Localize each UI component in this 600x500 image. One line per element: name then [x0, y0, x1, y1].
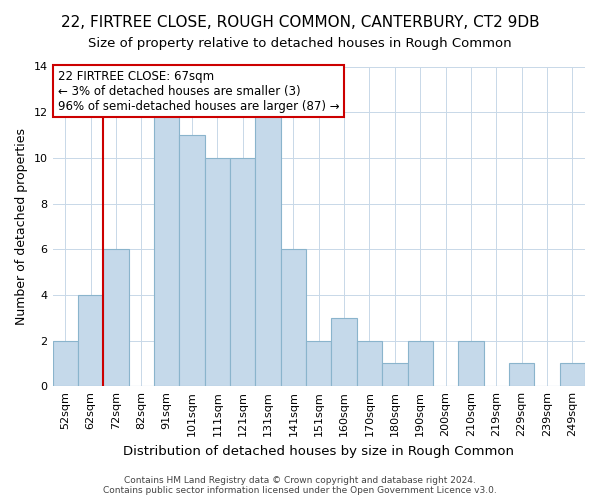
Text: 22 FIRTREE CLOSE: 67sqm
← 3% of detached houses are smaller (3)
96% of semi-deta: 22 FIRTREE CLOSE: 67sqm ← 3% of detached… [58, 70, 340, 112]
Bar [179, 135, 205, 386]
Bar [205, 158, 230, 386]
Y-axis label: Number of detached properties: Number of detached properties [15, 128, 28, 325]
Bar [78, 295, 103, 386]
Bar [382, 364, 407, 386]
X-axis label: Distribution of detached houses by size in Rough Common: Distribution of detached houses by size … [123, 444, 514, 458]
Bar [458, 340, 484, 386]
Bar [230, 158, 256, 386]
Text: Size of property relative to detached houses in Rough Common: Size of property relative to detached ho… [88, 38, 512, 51]
Bar [357, 340, 382, 386]
Bar [154, 112, 179, 386]
Bar [306, 340, 331, 386]
Bar [256, 112, 281, 386]
Bar [331, 318, 357, 386]
Bar [103, 249, 128, 386]
Bar [53, 340, 78, 386]
Text: 22, FIRTREE CLOSE, ROUGH COMMON, CANTERBURY, CT2 9DB: 22, FIRTREE CLOSE, ROUGH COMMON, CANTERB… [61, 15, 539, 30]
Bar [281, 249, 306, 386]
Bar [407, 340, 433, 386]
Bar [509, 364, 534, 386]
Text: Contains HM Land Registry data © Crown copyright and database right 2024.
Contai: Contains HM Land Registry data © Crown c… [103, 476, 497, 495]
Bar [560, 364, 585, 386]
